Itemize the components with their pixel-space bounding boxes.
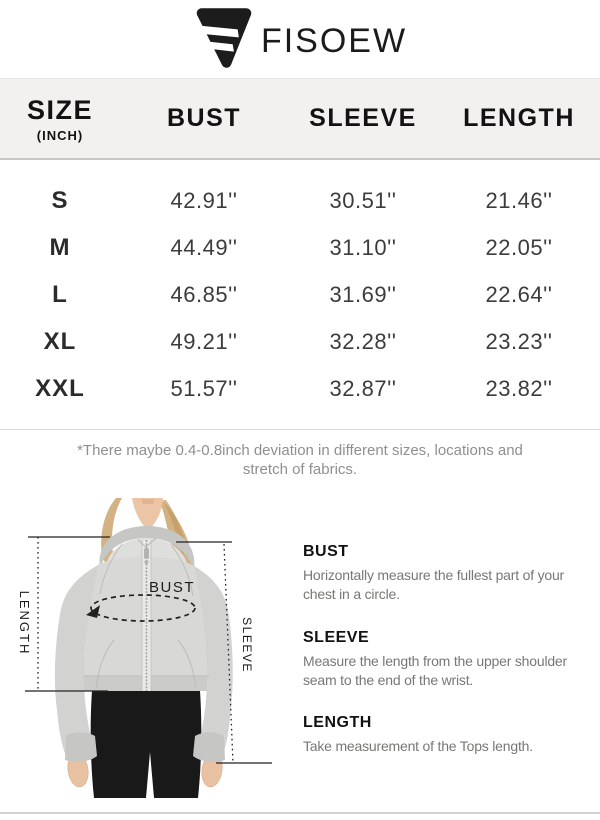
divider: [0, 429, 600, 430]
brand-f-triangle-icon: [192, 8, 252, 68]
size-chart-table: SIZE (INCH) BUST SLEEVE LENGTH S 42.91''…: [0, 78, 600, 412]
length-annotation-label: LENGTH: [17, 591, 32, 656]
col-header-size: SIZE (INCH): [26, 94, 93, 143]
sleeve-cell: 31.10'': [329, 234, 397, 260]
table-row: XXL 51.57'' 32.87'' 23.82'': [0, 365, 600, 412]
guide-desc: Measure the length from the upper should…: [303, 652, 567, 688]
col-header-length: LENGTH: [463, 104, 575, 132]
bust-cell: 42.91'': [170, 187, 238, 213]
table-row: S 42.91'' 30.51'' 21.46'': [0, 177, 600, 224]
measure-guide: BUST Horizontally measure the fullest pa…: [303, 543, 595, 781]
sleeve-annotation-label: SLEEVE: [240, 617, 254, 673]
sleeve-cell: 32.28'': [329, 328, 397, 354]
brand-name: FISOEW: [260, 21, 408, 60]
guide-term: BUST: [303, 543, 349, 560]
length-cell: 23.82'': [485, 375, 553, 401]
size-chart-body: S 42.91'' 30.51'' 21.46'' M 44.49'' 31.1…: [0, 160, 600, 412]
size-cell: M: [49, 233, 71, 261]
hoodie-model-graphic: LENGTH BUST SLEEVE: [17, 498, 272, 798]
brand-logo: FISOEW: [0, 4, 600, 72]
bust-cell: 49.21'': [170, 328, 238, 354]
length-cell: 21.46'': [485, 187, 553, 213]
unit-note: (INCH): [36, 127, 84, 143]
table-row: XL 49.21'' 32.28'' 23.23'': [0, 318, 600, 365]
bust-cell: 51.57'': [170, 375, 238, 401]
bust-cell: 46.85'': [170, 281, 238, 307]
length-cell: 22.64'': [485, 281, 553, 307]
guide-desc: Take measurement of the Tops length.: [303, 738, 533, 755]
guide-item-length: LENGTH Take measurement of the Tops leng…: [303, 714, 595, 756]
measurement-illustration: LENGTH BUST SLEEVE: [0, 490, 300, 802]
guide-item-bust: BUST Horizontally measure the fullest pa…: [303, 543, 595, 605]
guide-term: SLEEVE: [303, 628, 370, 646]
table-row: M 44.49'' 31.10'' 22.05'': [0, 224, 600, 271]
col-header-sleeve: SLEEVE: [309, 104, 417, 132]
sleeve-cell: 32.87'': [329, 375, 397, 401]
sleeve-cell: 31.69'': [329, 281, 397, 307]
table-row: L 46.85'' 31.69'' 22.64'': [0, 271, 600, 318]
size-cell: S: [51, 186, 69, 214]
guide-item-sleeve: SLEEVE Measure the length from the upper…: [303, 629, 595, 691]
length-cell: 22.05'': [485, 234, 553, 260]
length-cell: 23.23'': [485, 328, 553, 354]
bust-cell: 44.49'': [170, 234, 238, 260]
size-cell: L: [52, 280, 68, 308]
size-cell: XL: [43, 327, 77, 355]
deviation-disclaimer: *There maybe 0.4-0.8inch deviation in di…: [77, 442, 523, 478]
col-header-bust: BUST: [166, 104, 242, 132]
size-cell: XXL: [35, 374, 85, 402]
divider: [0, 812, 600, 814]
guide-term: LENGTH: [303, 714, 372, 732]
guide-desc: Horizontally measure the fullest part of…: [303, 567, 565, 603]
bust-annotation-label: BUST: [149, 579, 195, 596]
sleeve-cell: 30.51'': [329, 187, 397, 213]
size-chart-header-row: SIZE (INCH) BUST SLEEVE LENGTH: [0, 78, 600, 160]
